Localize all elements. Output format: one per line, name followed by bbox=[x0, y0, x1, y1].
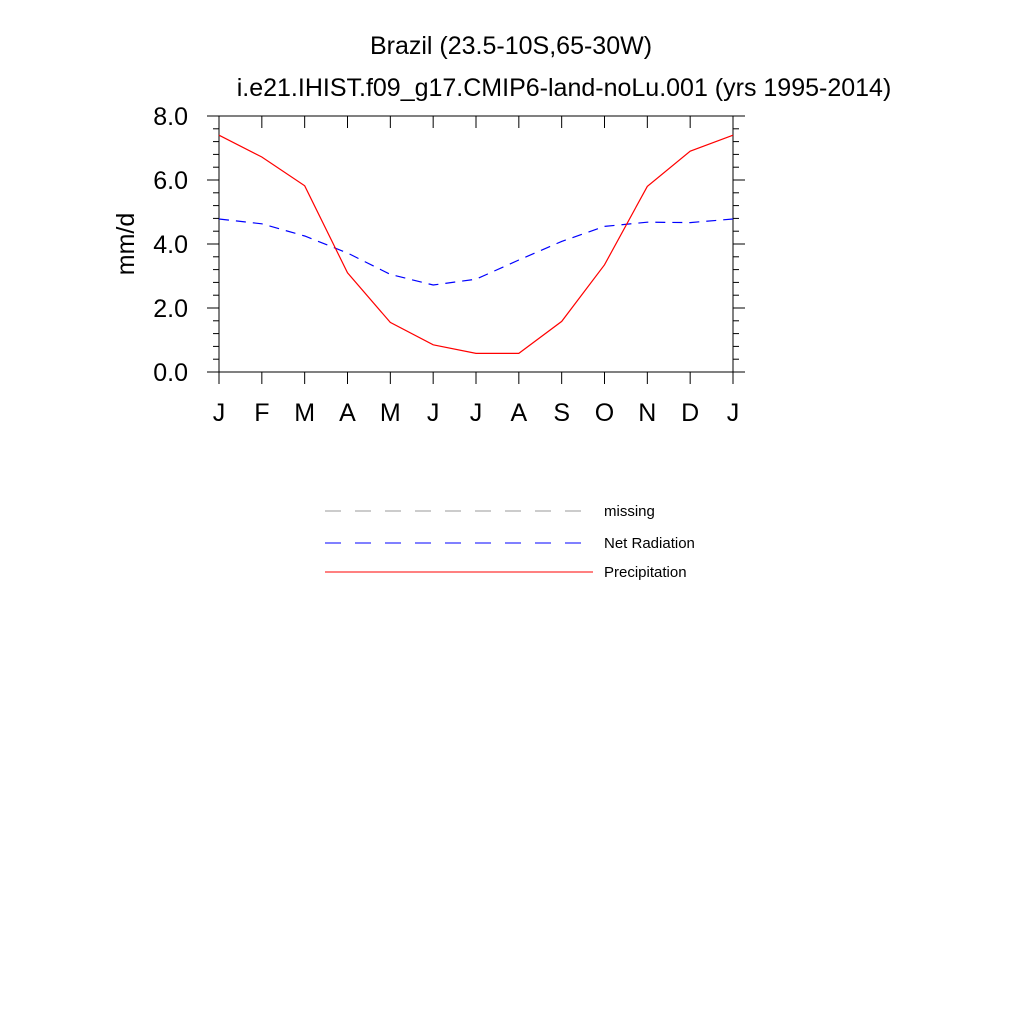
x-tick-label: A bbox=[339, 399, 356, 427]
x-tick-label: M bbox=[294, 399, 315, 427]
legend: missing Net Radiation Precipitation bbox=[325, 503, 695, 581]
axis-ticks bbox=[207, 115, 745, 384]
y-tick-label: 4.0 bbox=[153, 231, 188, 259]
series-line-precipitation bbox=[218, 134, 734, 354]
legend-label-missing: missing bbox=[604, 503, 655, 520]
y-tick-label: 6.0 bbox=[153, 167, 188, 195]
x-tick-label: S bbox=[553, 399, 570, 427]
y-tick-label: 2.0 bbox=[153, 295, 188, 323]
x-tick-label: J bbox=[727, 399, 740, 427]
series-line-net-radiation bbox=[218, 218, 734, 286]
x-tick-label: J bbox=[427, 399, 440, 427]
x-tick-label: O bbox=[595, 399, 614, 427]
x-tick-label: A bbox=[510, 399, 527, 427]
x-tick-label: J bbox=[470, 399, 483, 427]
series-lines bbox=[218, 134, 734, 354]
x-tick-label: M bbox=[380, 399, 401, 427]
x-tick-label: J bbox=[213, 399, 226, 427]
y-axis-label: mm/d bbox=[112, 213, 140, 276]
y-tick-labels: 0.0 2.0 4.0 6.0 8.0 bbox=[153, 103, 188, 387]
x-tick-label: D bbox=[681, 399, 699, 427]
y-tick-label: 8.0 bbox=[153, 103, 188, 131]
plot-frame bbox=[218, 115, 734, 373]
x-tick-label: N bbox=[638, 399, 656, 427]
legend-label-precipitation: Precipitation bbox=[604, 564, 687, 581]
x-tick-label: F bbox=[254, 399, 269, 427]
chart-title: Brazil (23.5-10S,65-30W) bbox=[370, 32, 652, 60]
y-tick-label: 0.0 bbox=[153, 359, 188, 387]
legend-label-net-radiation: Net Radiation bbox=[604, 535, 695, 552]
chart-subtitle: i.e21.IHIST.f09_g17.CMIP6-land-noLu.001 … bbox=[237, 74, 892, 102]
